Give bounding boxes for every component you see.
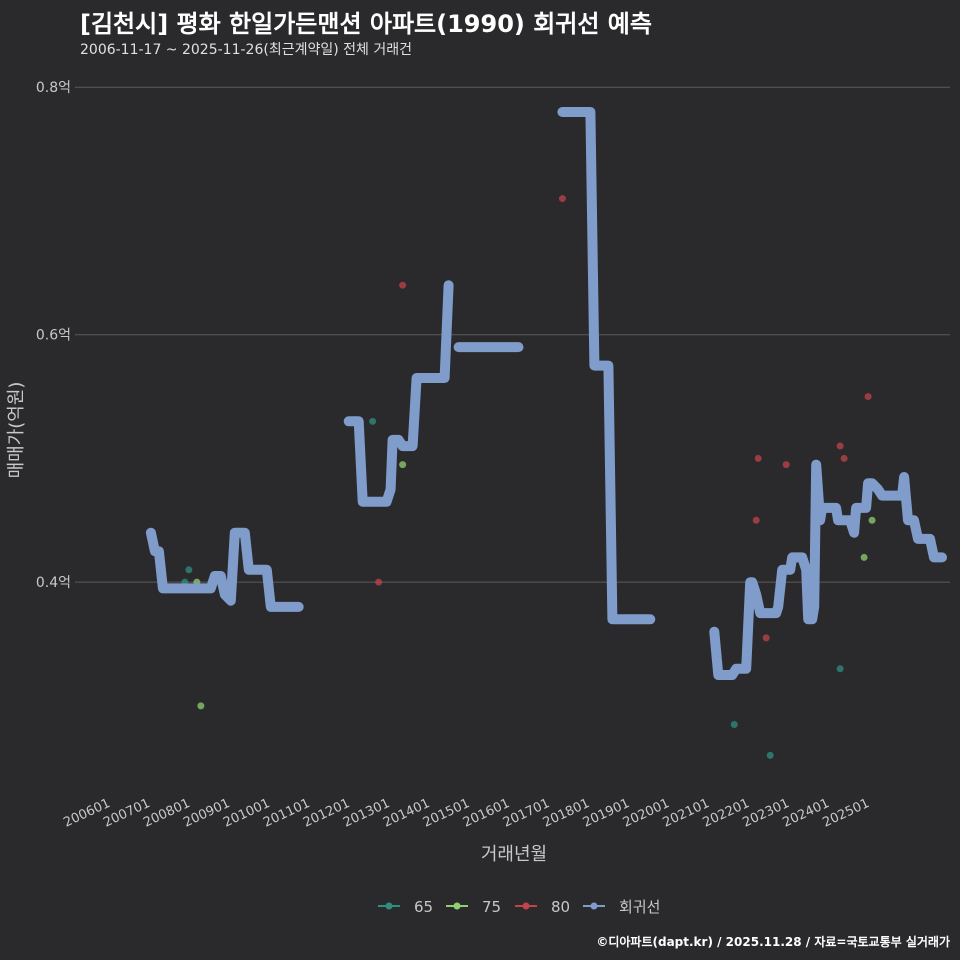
x-tick-label: 202501 <box>820 796 871 831</box>
point-80 <box>836 442 844 450</box>
y-tick-label: 0.4억 <box>36 575 71 591</box>
point-65 <box>185 566 193 574</box>
point-80 <box>762 634 770 642</box>
point-65 <box>369 417 377 425</box>
point-80 <box>399 281 407 289</box>
y-tick-label: 0.8억 <box>36 80 71 96</box>
chart-subtitle: 2006-11-17 ~ 2025-11-26(최근계약일) 전체 거래건 <box>80 42 412 58</box>
point-65 <box>730 720 738 728</box>
point-75 <box>399 461 407 469</box>
y-axis-label: 매매가(억원) <box>6 382 27 479</box>
legend-swatch-dot <box>590 902 598 910</box>
regression-segment <box>557 107 656 625</box>
point-80 <box>752 516 760 524</box>
x-axis-label: 거래년월 <box>481 844 547 865</box>
regression-segment <box>709 459 947 680</box>
regression-segment <box>145 527 304 612</box>
regression-segment <box>343 280 454 507</box>
legend-swatch-dot <box>385 902 393 910</box>
point-80 <box>558 195 566 203</box>
point-80 <box>782 461 790 469</box>
point-75 <box>868 516 876 524</box>
x-tick-labels: 2006012007012008012009012010012011012012… <box>61 796 871 831</box>
point-65 <box>766 751 774 759</box>
legend-label: 회귀선 <box>619 898 660 916</box>
legend-swatch-dot <box>453 902 461 910</box>
point-80 <box>840 454 848 462</box>
source-caption: ©디아파트(dapt.kr) / 2025.11.28 / 자료=국토교통부 실… <box>596 935 950 949</box>
point-80 <box>754 454 762 462</box>
legend: 65 75 80 회귀선 <box>378 898 660 916</box>
point-80 <box>864 393 872 401</box>
y-tick-label: 0.6억 <box>36 328 71 344</box>
y-tick-labels: 0.4억 0.6억 0.8억 <box>36 80 71 591</box>
point-75 <box>860 553 868 561</box>
scatter-points <box>181 195 876 759</box>
legend-label: 65 <box>414 898 433 916</box>
legend-label: 75 <box>482 898 501 916</box>
legend-swatch-dot <box>522 902 530 910</box>
point-80 <box>375 578 383 586</box>
point-75 <box>197 702 205 710</box>
chart-title: [김천시] 평화 한일가든맨션 아파트(1990) 회귀선 예측 <box>80 10 652 38</box>
regression-line <box>145 107 947 680</box>
point-65 <box>836 665 844 673</box>
legend-label: 80 <box>551 898 570 916</box>
